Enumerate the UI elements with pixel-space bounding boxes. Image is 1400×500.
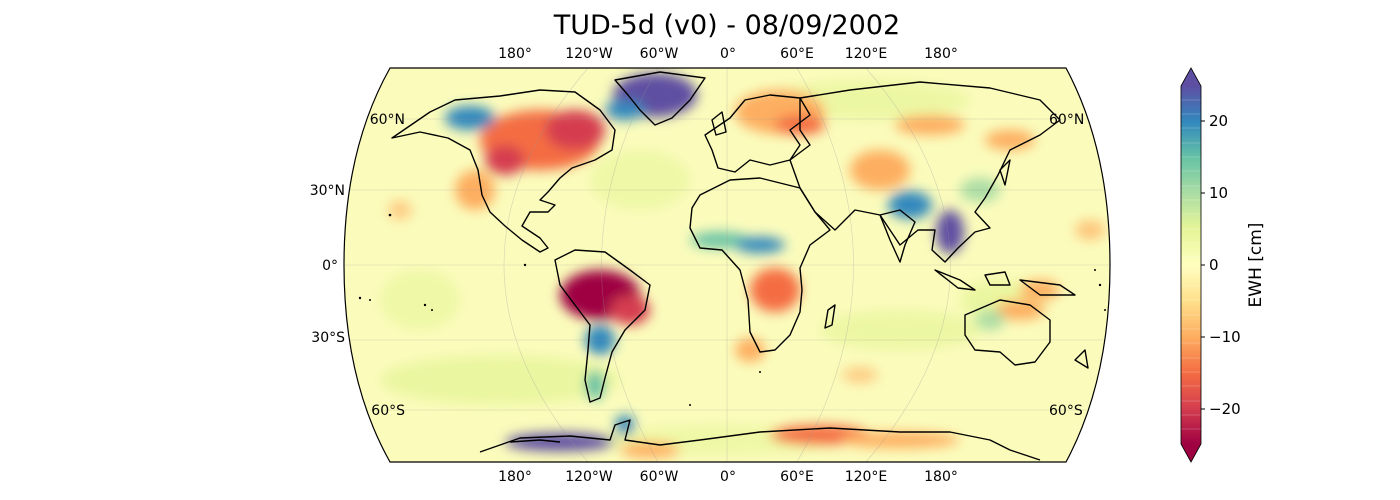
- lon-label: 60°E: [780, 469, 814, 485]
- globe-border: [343, 67, 1111, 463]
- lon-label: 120°E: [845, 46, 888, 62]
- lat-label: 60°S: [1049, 403, 1083, 419]
- lon-label: 0°: [720, 469, 736, 485]
- lon-label: 180°: [498, 469, 532, 485]
- australia-outline: [964, 299, 1051, 366]
- colorbar: 20 10 0 −10 −20 EWH [cm]: [1180, 67, 1266, 463]
- right-lat-labels: 60°N 60°S: [1049, 112, 1084, 419]
- colorbar-tick-label: 0: [1209, 256, 1219, 274]
- north-america-outline: [391, 89, 616, 253]
- map-title: TUD-5d (v0) - 08/09/2002: [553, 10, 901, 41]
- lat-label: 30°N: [310, 183, 345, 199]
- lon-label: 180°: [498, 46, 532, 62]
- colorbar-tick-label: 10: [1209, 184, 1228, 202]
- colorbar-gradient: [1181, 86, 1201, 444]
- colorbar-tick-label: 20: [1209, 112, 1228, 130]
- lon-label: 120°E: [845, 469, 888, 485]
- colorbar-tick-labels: 20 10 0 −10 −20: [1209, 112, 1241, 418]
- islands: [358, 213, 1106, 406]
- lat-label: 30°S: [311, 330, 345, 346]
- colorbar-extend-max: [1181, 68, 1201, 86]
- colorbar-tick-label: −10: [1209, 328, 1241, 346]
- lat-label: 60°S: [371, 403, 405, 419]
- asia-outline: [789, 81, 1061, 263]
- lat-label: 60°N: [370, 112, 405, 128]
- lon-label: 120°W: [565, 469, 613, 485]
- lon-label: 120°W: [565, 46, 613, 62]
- lon-label: 0°: [720, 46, 736, 62]
- bottom-lon-labels: 180° 120°W 60°W 0° 60°E 120°E 180°: [498, 469, 958, 485]
- greenland-outline: [614, 71, 706, 126]
- top-lon-labels: 180° 120°W 60°W 0° 60°E 120°E 180°: [498, 46, 958, 62]
- lat-label: 0°: [322, 258, 338, 274]
- colorbar-outline: [1180, 67, 1202, 463]
- lon-label: 180°: [924, 46, 958, 62]
- lon-label: 180°: [924, 469, 958, 485]
- colorbar-ticks: [1201, 120, 1205, 410]
- left-lat-labels: 60°N 30°N 0° 30°S 60°S: [310, 112, 405, 419]
- lon-label: 60°E: [780, 46, 814, 62]
- antarctica-outline: [479, 419, 1041, 461]
- colorbar-tick-label: −20: [1209, 400, 1241, 418]
- uk-outline: [711, 111, 727, 136]
- colorbar-label: EWH [cm]: [1246, 223, 1266, 308]
- globe: [343, 67, 1111, 463]
- colorbar-extend-min: [1181, 444, 1201, 462]
- south-america-outline: [554, 249, 651, 403]
- anomaly-field: [380, 73, 1105, 458]
- lon-label: 60°W: [640, 46, 679, 62]
- india-outline: [879, 209, 916, 263]
- europe-outline: [704, 94, 811, 173]
- lat-label: 60°N: [1049, 112, 1084, 128]
- lon-label: 60°W: [640, 469, 679, 485]
- colorbar-bands: [1181, 99, 1201, 430]
- coastlines: [391, 71, 1089, 461]
- graticule: [344, 68, 1110, 462]
